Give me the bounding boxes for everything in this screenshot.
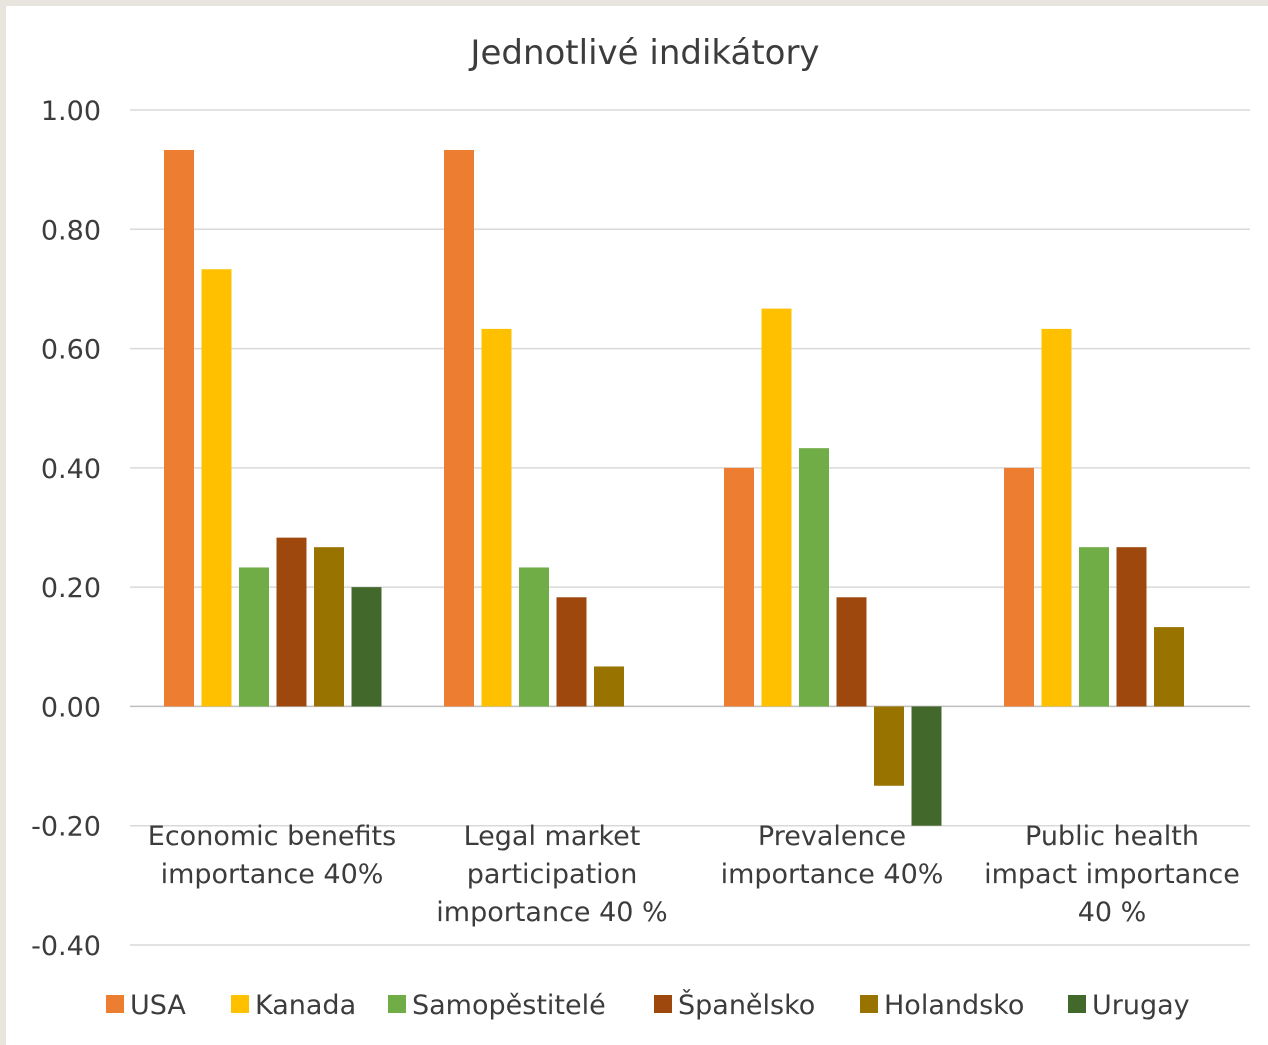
bar (1079, 547, 1109, 707)
y-tick-label: 0.00 (41, 692, 101, 723)
gridlines (130, 109, 1250, 946)
bar (351, 587, 382, 707)
bar (724, 467, 754, 707)
bar (314, 547, 344, 707)
bar (201, 269, 232, 707)
bar (1041, 328, 1072, 707)
legend-item: Kanada (231, 990, 356, 1021)
bar (594, 666, 624, 707)
legend-item: Holandsko (860, 990, 1024, 1021)
bar (1154, 627, 1184, 707)
category-label: Legal market participation importance 40 % (436, 821, 667, 928)
legend-item: USA (106, 990, 186, 1021)
legend-swatch (231, 995, 249, 1013)
category-label: Economic benefits importance 40% (148, 821, 396, 890)
legend-item: Samopěstitelé (388, 990, 606, 1021)
y-tick-label: 0.80 (41, 215, 101, 246)
legend-label: USA (130, 990, 186, 1021)
y-axis-tick-labels: -0.40 -0.20 0.00 0.20 0.40 0.60 0.80 1.00 (31, 96, 101, 962)
y-tick-label: 0.20 (41, 573, 101, 604)
legend-swatch (106, 995, 124, 1013)
legend-label: Holandsko (884, 990, 1024, 1021)
legend-item: Urugay (1068, 990, 1190, 1021)
legend-swatch (1068, 995, 1086, 1013)
bar (239, 567, 269, 707)
bar (911, 706, 942, 826)
bar (276, 537, 307, 707)
legend-swatch (388, 995, 406, 1013)
y-tick-label: 0.60 (41, 335, 101, 366)
bar (1004, 467, 1034, 707)
legend-label: Urugay (1092, 990, 1190, 1021)
category-label: Public health impact importance 40 % (984, 821, 1240, 928)
y-tick-label: -0.20 (31, 812, 101, 843)
bar (1116, 547, 1147, 707)
bar (481, 328, 512, 707)
legend: USA Kanada Samopěstitelé Španělsko Holandsko… (106, 989, 1190, 1021)
category-label: Prevalence importance 40% (721, 821, 944, 890)
bar (761, 308, 792, 707)
legend-item: Španělsko (654, 989, 815, 1021)
legend-label: Kanada (255, 990, 356, 1021)
bar (799, 448, 829, 707)
bar (836, 597, 867, 707)
bar (519, 567, 549, 707)
bars (164, 149, 1184, 826)
bar (874, 706, 904, 786)
bar (164, 149, 194, 707)
legend-label: Samopěstitelé (412, 990, 606, 1021)
legend-swatch (860, 995, 878, 1013)
legend-swatch (654, 995, 672, 1013)
y-tick-label: 1.00 (41, 96, 101, 127)
bar (444, 149, 474, 707)
bar (556, 597, 587, 707)
y-tick-label: -0.40 (31, 931, 101, 962)
category-labels: Economic benefits importance 40% Legal mar… (148, 821, 1240, 928)
legend-label: Španělsko (678, 989, 815, 1021)
chart-title: Jednotlivé indikátory (468, 33, 819, 73)
y-tick-label: 0.40 (41, 454, 101, 485)
